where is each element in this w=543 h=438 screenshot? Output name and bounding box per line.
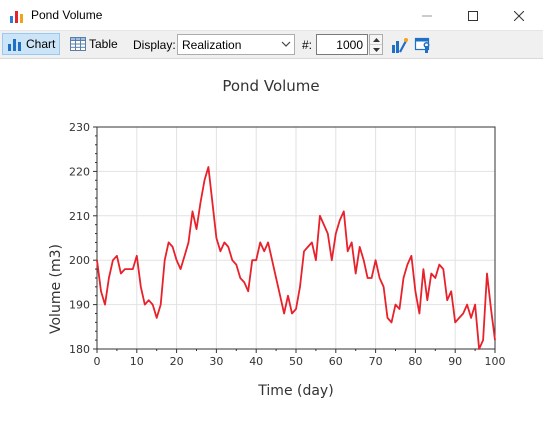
x-tick-label: 40 bbox=[249, 355, 263, 368]
x-tick-label: 10 bbox=[130, 355, 144, 368]
pond-volume-chart: Pond Volume 0 10 20 30 40 50 60 70 80 90 100 180 190… bbox=[48, 77, 506, 399]
realization-number-input[interactable] bbox=[316, 34, 368, 55]
x-tick-label: 20 bbox=[170, 355, 184, 368]
stepper-up-button[interactable] bbox=[370, 35, 382, 45]
x-tick-label: 100 bbox=[485, 355, 506, 368]
series-line bbox=[96, 166, 496, 350]
table-view-label: Table bbox=[89, 37, 118, 51]
x-tick-label: 70 bbox=[369, 355, 383, 368]
maximize-button[interactable] bbox=[450, 0, 496, 31]
close-icon bbox=[514, 10, 524, 21]
axis-ticks: 0 10 20 30 40 50 60 70 80 90 100 180 190 200 210 220 230 bbox=[69, 121, 506, 368]
chart-title: Pond Volume bbox=[222, 77, 319, 95]
y-axis-label: Volume (m3) bbox=[48, 244, 64, 334]
display-label: Display: bbox=[133, 38, 176, 52]
close-button[interactable] bbox=[496, 0, 542, 31]
chevron-down-icon bbox=[281, 41, 291, 47]
display-select-value: Realization bbox=[182, 38, 242, 52]
x-axis-label: Time (day) bbox=[257, 383, 333, 399]
title-bar: Pond Volume bbox=[0, 0, 543, 31]
arrow-up-icon bbox=[372, 37, 380, 42]
chart-view-label: Chart bbox=[26, 37, 56, 51]
grid-lines bbox=[97, 127, 495, 349]
y-tick-label: 220 bbox=[69, 165, 90, 178]
x-tick-label: 50 bbox=[289, 355, 303, 368]
x-tick-label: 30 bbox=[209, 355, 223, 368]
y-tick-label: 200 bbox=[69, 254, 90, 267]
number-label: #: bbox=[302, 38, 313, 52]
series-group bbox=[96, 166, 496, 350]
y-tick-label: 180 bbox=[69, 343, 90, 356]
minimize-button[interactable] bbox=[404, 0, 450, 31]
chart-properties-icon[interactable] bbox=[414, 36, 432, 54]
table-view-button[interactable]: Table bbox=[66, 33, 122, 55]
y-tick-label: 210 bbox=[69, 210, 90, 223]
toolbar: Chart Table Display: Realization #: bbox=[0, 31, 543, 59]
minimize-icon bbox=[422, 15, 432, 16]
x-tick-label: 0 bbox=[94, 355, 101, 368]
stepper-down-button[interactable] bbox=[370, 45, 382, 54]
realization-number-stepper[interactable] bbox=[369, 34, 383, 55]
chart-area: Pond Volume 0 10 20 30 40 50 60 70 80 90 100 180 190… bbox=[0, 59, 543, 435]
window-title: Pond Volume bbox=[31, 8, 103, 22]
y-tick-label: 190 bbox=[69, 299, 90, 312]
y-tick-label: 230 bbox=[69, 121, 90, 134]
maximize-icon bbox=[468, 10, 478, 21]
x-tick-label: 80 bbox=[408, 355, 422, 368]
x-tick-label: 60 bbox=[329, 355, 343, 368]
bar-chart-icon bbox=[8, 39, 21, 51]
arrow-down-icon bbox=[372, 47, 380, 52]
display-select[interactable]: Realization bbox=[177, 34, 295, 55]
chart-style-icon[interactable] bbox=[391, 36, 409, 54]
x-tick-label: 90 bbox=[448, 355, 462, 368]
chart-view-button[interactable]: Chart bbox=[2, 33, 61, 55]
table-icon bbox=[70, 37, 86, 51]
chart-app-icon bbox=[10, 11, 23, 23]
